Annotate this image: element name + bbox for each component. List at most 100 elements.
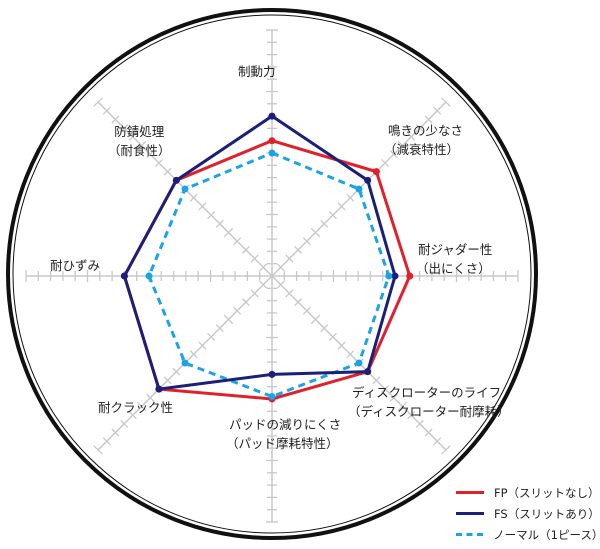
axis-label-line: パッドの減りにくさ	[229, 417, 342, 432]
axis-tick	[223, 314, 234, 325]
axis-tick	[285, 254, 294, 263]
axis-tick	[233, 306, 242, 315]
legend-item-normal: ノーマル（1ピース）	[456, 524, 600, 545]
axis-label-crack: 耐クラック性	[98, 398, 173, 417]
axis-label-line: 鳴きの少なさ	[388, 123, 464, 138]
data-point	[145, 272, 153, 280]
legend-label: ノーマル（1ピース）	[493, 527, 600, 542]
series-line-2	[147, 151, 391, 399]
inner-ring	[12, 14, 532, 534]
axis-label-line: （減衰特性）	[384, 142, 460, 157]
axis-tick	[381, 385, 390, 394]
axis-tick	[120, 419, 129, 428]
axis-tick	[337, 341, 346, 350]
axis-tick	[189, 193, 198, 202]
axis-tick	[328, 332, 337, 341]
data-point	[355, 185, 363, 193]
axis-tick	[407, 411, 416, 420]
legend-item-fs: FS（スリットあり）	[456, 503, 600, 524]
axis-label-line: （耐食性）	[108, 143, 171, 158]
axis-tick	[424, 115, 433, 124]
data-point	[372, 168, 380, 176]
axis-tick	[172, 367, 181, 376]
axis-label-line: 耐ひずみ	[50, 258, 101, 273]
axis-tick	[389, 393, 398, 402]
axis-label-line: （ディスクローター耐摩耗）	[348, 404, 510, 419]
axis-label-line: 防錆処理	[114, 124, 165, 139]
axis-tick	[415, 419, 424, 428]
axis-tick	[93, 445, 103, 455]
axis-tick	[198, 202, 207, 211]
axis-tick	[136, 140, 147, 151]
axis-tick	[128, 132, 137, 141]
axis-tick	[136, 401, 147, 412]
axis-label-line: （パッド摩耗特性）	[226, 436, 339, 451]
axis-label-judder: 耐ジャダー性 （出にくさ）	[416, 240, 492, 278]
axis-tick	[294, 245, 303, 254]
legend-swatch	[456, 533, 484, 536]
axis-tick	[381, 158, 390, 167]
legend-label: FS（スリットあり）	[494, 506, 600, 521]
axis-tick	[111, 115, 120, 124]
axis-label-rotor-life: ディスクローターのライフ （ディスクローター耐摩耗）	[348, 383, 510, 421]
axis-tick	[424, 428, 433, 437]
axis-label-pad-wear: パッドの減りにくさ （パッド摩耗特性）	[226, 415, 341, 453]
axis-label-line: 制動力	[238, 64, 276, 79]
data-point	[268, 393, 276, 401]
axis-tick	[372, 376, 381, 385]
legend-swatch	[456, 491, 484, 494]
axis-tick	[215, 324, 224, 333]
legend-label: FP（スリットなし）	[494, 485, 600, 500]
legend-swatch	[456, 512, 484, 515]
axis-tick	[389, 150, 398, 159]
axis-tick	[189, 350, 198, 359]
axis-tick	[415, 124, 424, 133]
axis-tick	[320, 219, 329, 228]
axis-tick	[233, 237, 242, 246]
axis-tick	[302, 306, 311, 315]
axis-tick	[102, 106, 111, 115]
series-line-1	[122, 114, 397, 391]
axis-label-line: 耐クラック性	[98, 400, 174, 415]
axis-tick	[407, 132, 416, 141]
axis-tick	[276, 263, 285, 272]
axis-tick	[154, 158, 163, 167]
axis-tick	[223, 227, 234, 238]
axis-tick	[397, 401, 408, 412]
axis-tick	[276, 280, 285, 289]
axis-tick	[111, 428, 120, 437]
axis-tick	[120, 124, 129, 133]
axis-tick	[163, 376, 172, 385]
axis-tick	[294, 298, 303, 307]
axis-tick	[433, 437, 442, 446]
axis-tick	[163, 167, 172, 176]
axis-tick	[346, 193, 355, 202]
axis-tick	[320, 324, 329, 333]
data-point	[268, 149, 276, 157]
axis-tick	[146, 150, 155, 159]
axis-tick	[250, 254, 259, 263]
axis-label-line: 耐ジャダー性	[418, 242, 493, 257]
axis-tick	[259, 263, 268, 272]
axis-tick	[346, 350, 355, 359]
axis-label-noise: 鳴きの少なさ （減衰特性）	[384, 121, 463, 159]
axis-tick	[207, 211, 216, 220]
axis-tick	[310, 314, 321, 325]
axis-tick	[259, 280, 268, 289]
axis-tick	[285, 289, 294, 298]
axis-label-line: （出にくさ）	[416, 261, 491, 276]
axis-tick	[93, 97, 103, 107]
axis-tick	[397, 140, 408, 151]
data-point	[181, 359, 189, 367]
axis-label-rust: 防錆処理 （耐食性）	[108, 122, 171, 160]
axis-tick	[310, 227, 321, 238]
axis-tick	[433, 106, 442, 115]
axis-tick	[241, 245, 250, 254]
axis-tick	[250, 289, 259, 298]
legend: FP（スリットなし） FS（スリットあり） ノーマル（1ピース）	[456, 482, 600, 545]
data-point	[268, 137, 276, 145]
axis-tick	[337, 202, 346, 211]
axis-tick	[128, 411, 137, 420]
axis-tick	[328, 211, 337, 220]
axis-tick	[302, 237, 311, 246]
